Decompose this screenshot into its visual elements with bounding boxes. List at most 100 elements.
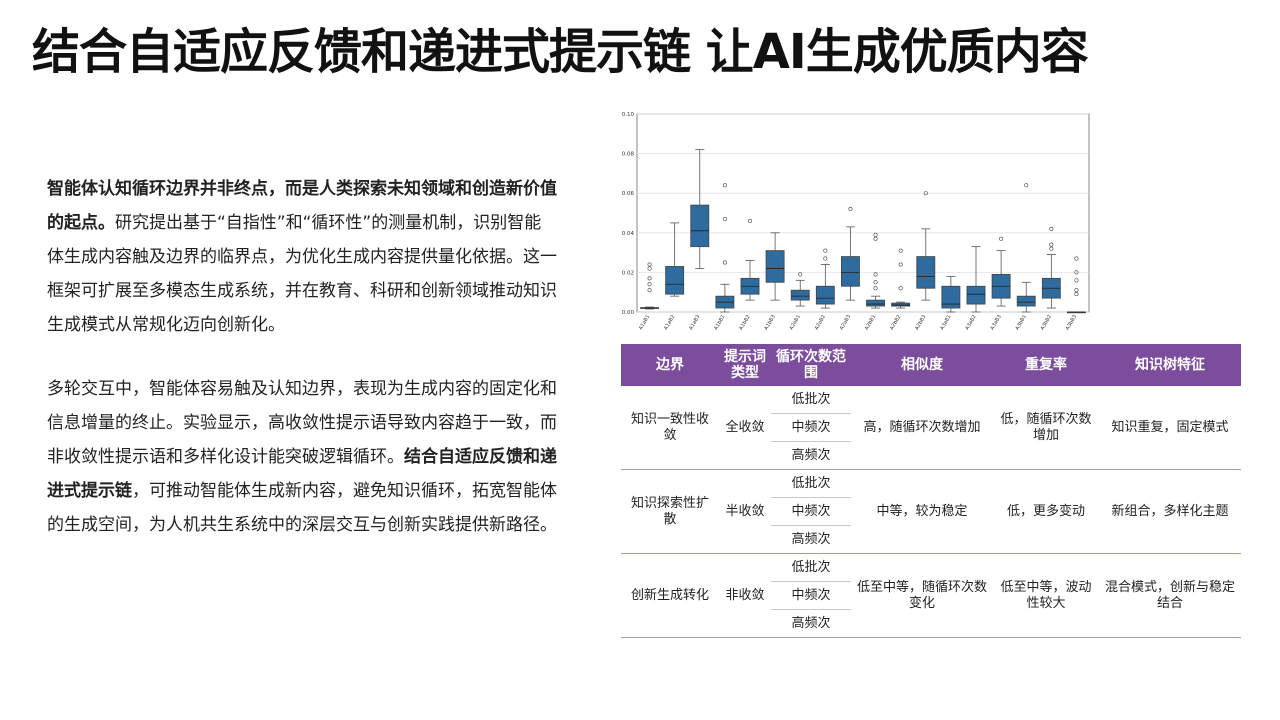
cell-range: 高频次 — [771, 609, 851, 638]
intro-body-text: 研究提出基于“自指性”和“循环性”的测量机制，识别智能体生成内容触及边界的临界点… — [47, 213, 557, 335]
x-tick-label: A1aB3 — [688, 314, 701, 331]
x-tick-label: A1bB2 — [738, 314, 751, 331]
box — [841, 256, 860, 287]
outlier-point — [873, 232, 878, 237]
cell-range: 中频次 — [771, 581, 851, 610]
outlier-point — [823, 248, 828, 253]
x-tick-label: A3bB3 — [1065, 314, 1078, 331]
outlier-point — [873, 280, 878, 285]
cell-range: 低批次 — [771, 386, 851, 414]
cell-prompt-type: 非收敛 — [719, 553, 771, 638]
outlier-point — [1074, 256, 1079, 261]
intro-paragraph: 智能体认知循环边界并非终点，而是人类探索未知领域和创造新价值的起点。研究提出基于… — [47, 172, 557, 342]
outlier-point — [722, 216, 727, 221]
outlier-point — [1049, 242, 1054, 247]
header-prompt-type: 提示词类型 — [719, 344, 771, 386]
cell-similarity: 低至中等，随循环次数变化 — [851, 553, 993, 638]
box — [941, 285, 961, 309]
outlier-point — [798, 272, 803, 277]
x-tick-label: A3aB1 — [939, 314, 952, 331]
outlier-point — [898, 262, 903, 267]
box — [690, 204, 710, 248]
box — [815, 285, 835, 305]
outlier-point — [1049, 246, 1054, 251]
outlier-point — [873, 272, 878, 277]
outlier-point — [647, 288, 652, 293]
header-loop-range: 循环次数范围 — [771, 344, 851, 386]
cell-range: 中频次 — [771, 497, 851, 526]
box — [790, 289, 810, 301]
x-tick-label: A2bB1 — [864, 314, 877, 331]
page-title: 结合自适应反馈和递进式提示链 让AI生成优质内容 — [32, 24, 1089, 80]
outlier-point — [1074, 278, 1079, 283]
outlier-point — [748, 218, 753, 223]
plot-frame — [636, 113, 1090, 313]
outlier-point — [873, 236, 878, 241]
outlier-point — [848, 207, 853, 212]
outlier-point — [722, 260, 727, 265]
outlier-point — [923, 191, 928, 196]
outlier-point — [898, 286, 903, 291]
box — [765, 250, 785, 283]
cell-prompt-type: 半收敛 — [719, 469, 771, 554]
table-group-1: 知识一致性收敛 全收敛 低批次 高，随循环次数增加 低，随循环次数增加 知识重复… — [621, 386, 1241, 470]
box — [916, 256, 936, 289]
experiment-bold-text: 结合自适应反馈和递进式提示链 — [47, 447, 557, 501]
cell-boundary: 知识一致性收敛 — [621, 386, 719, 470]
cell-boundary: 知识探索性扩散 — [621, 469, 719, 554]
cell-knowledge-tree: 知识重复，固定模式 — [1099, 386, 1241, 470]
cell-knowledge-tree: 新组合，多样化主题 — [1099, 469, 1241, 554]
x-tick-label: A1aB2 — [663, 314, 676, 331]
y-tick-label: 0.00 — [622, 310, 635, 316]
header-similarity: 相似度 — [851, 344, 993, 386]
outlier-point — [647, 266, 652, 271]
header-boundary: 边界 — [621, 344, 719, 386]
boxplot-chart: 0.00 0.02 0.04 0.06 0.08 0.10 A1aB1 A1aB2 A1aB3 A… — [622, 112, 1090, 331]
cell-boundary: 创新生成转化 — [621, 553, 719, 638]
x-tick-label: A2aB1 — [789, 314, 802, 331]
x-tick-label: A2bB2 — [889, 314, 902, 331]
outlier-point — [999, 236, 1004, 241]
table-header-row: 边界 提示词类型 循环次数范围 相似度 重复率 知识树特征 — [621, 344, 1241, 386]
box — [1016, 295, 1036, 307]
outlier-point — [647, 276, 652, 281]
outlier-point — [1074, 270, 1079, 275]
x-tick-label: A2aB3 — [839, 314, 852, 331]
outlier-point — [1024, 183, 1029, 188]
table-row: 创新生成转化 非收敛 低批次 低至中等，随循环次数变化 低至中等，波动性较大 混… — [621, 553, 1241, 638]
x-tick-label: A2bB3 — [914, 314, 927, 331]
box — [866, 299, 885, 307]
outlier-point — [898, 248, 903, 253]
experiment-text-1: 多轮交互中，智能体容易触及认知边界，表现为生成内容的固定化和信息增量的终止。实验… — [47, 379, 557, 467]
outlier-point — [647, 262, 652, 267]
cell-repeat-rate: 低，随循环次数增加 — [993, 386, 1099, 470]
table-group-3: 创新生成转化 非收敛 低批次 低至中等，随循环次数变化 低至中等，波动性较大 混… — [621, 553, 1241, 638]
x-tick-label: A3bB1 — [1015, 314, 1028, 331]
header-repeat-rate: 重复率 — [993, 344, 1099, 386]
x-tick-label: A1aB1 — [638, 314, 651, 331]
x-tick-label: A3bB2 — [1040, 314, 1053, 331]
x-tick-label: A1bB1 — [713, 314, 726, 331]
cell-repeat-rate: 低至中等，波动性较大 — [993, 553, 1099, 638]
y-tick-label: 0.02 — [622, 270, 634, 276]
experiment-text-2: ，可推动智能体生成新内容，避免知识循环，拓宽智能体的生成空间，为人机共生系统中的… — [47, 481, 557, 535]
header-knowledge-tree: 知识树特征 — [1099, 344, 1241, 386]
outlier-point — [1049, 226, 1054, 231]
experiment-paragraph: 多轮交互中，智能体容易触及认知边界，表现为生成内容的固定化和信息增量的终止。实验… — [47, 372, 557, 542]
cell-range: 中频次 — [771, 413, 851, 442]
box — [966, 285, 986, 305]
outlier-point — [1074, 288, 1079, 293]
x-tick-label: A2aB2 — [814, 314, 827, 331]
boundary-table: 边界 提示词类型 循环次数范围 相似度 重复率 知识树特征 知识一致性收敛 全收… — [621, 344, 1241, 638]
outlier-point — [873, 286, 878, 291]
y-tick-label: 0.08 — [622, 152, 635, 158]
intro-bold-text: 智能体认知循环边界并非终点，而是人类探索未知领域和创造新价值的起点。 — [47, 179, 557, 233]
cell-similarity: 中等，较为稳定 — [851, 469, 993, 554]
cell-range: 高频次 — [771, 525, 851, 554]
box — [665, 266, 685, 295]
cell-repeat-rate: 低，更多变动 — [993, 469, 1099, 554]
table-group-2: 知识探索性扩散 半收敛 低批次 中等，较为稳定 低，更多变动 新组合，多样化主题… — [621, 469, 1241, 554]
outlier-point — [1074, 292, 1079, 297]
box — [891, 302, 911, 307]
outlier-point — [823, 256, 828, 261]
